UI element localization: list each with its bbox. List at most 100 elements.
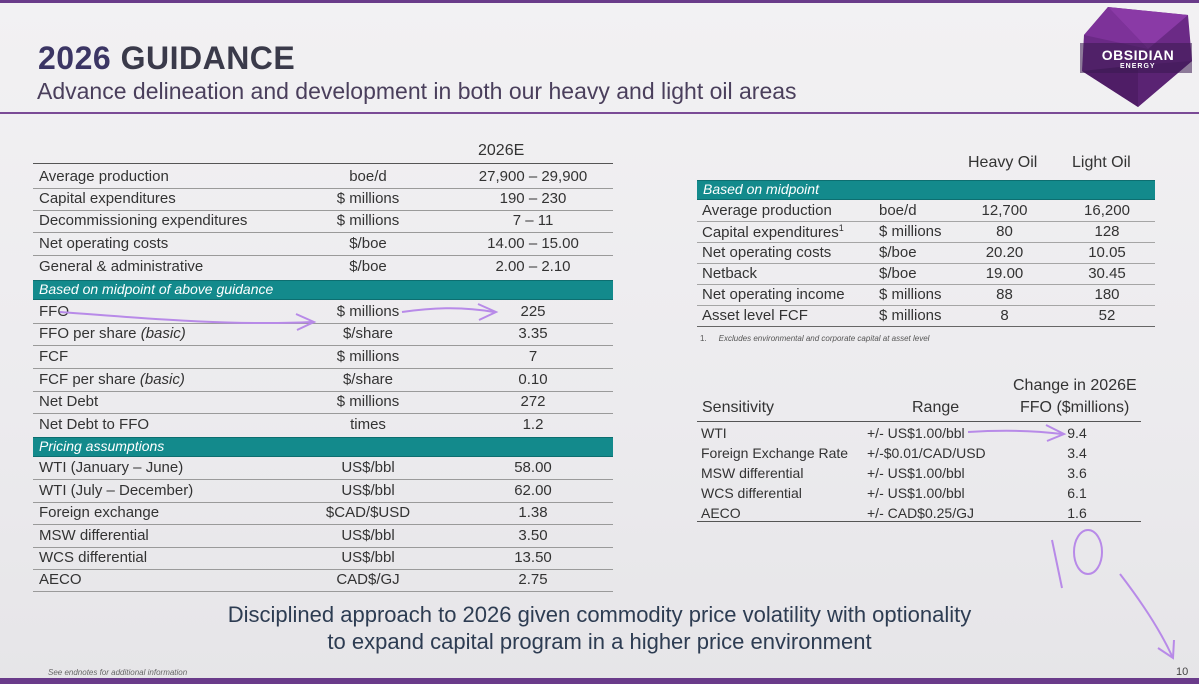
change-header-line2: FFO ($millions): [1020, 399, 1130, 416]
band-label: Based on midpoint of above guidance: [39, 281, 274, 297]
row-label: WTI: [701, 425, 727, 441]
row-value: 2.75: [518, 571, 548, 588]
row-label-text: FFO: [39, 303, 69, 320]
range-header: Range: [912, 399, 960, 416]
page-number: 10: [1176, 666, 1189, 678]
tagline-line-2: to expand capital program in a higher pr…: [327, 629, 872, 654]
row-label: Netback: [702, 265, 758, 282]
row-value: 27,900 – 29,900: [478, 168, 588, 185]
row-label-text: FFO per share: [39, 325, 137, 342]
row-label: Net Debt to FFO: [39, 416, 149, 433]
header-divider: [0, 112, 1199, 114]
guidance-column-header: 2026E: [478, 142, 525, 159]
asset-row: Net operating costs $/boe 20.20 10.05: [697, 242, 1155, 264]
row-label: FCF per share (basic): [39, 371, 185, 388]
asset-row: Net operating income $ millions 88 180: [697, 284, 1155, 306]
row-label: FFO per share (basic): [39, 325, 186, 342]
heavy-value: 19.00: [985, 265, 1024, 282]
row-label-text: Net Debt: [39, 393, 99, 410]
row-label: FCF: [39, 348, 68, 365]
logo-text: OBSIDIAN: [1101, 47, 1175, 63]
pricing-row: WCS differential US$/bbl 13.50: [33, 547, 613, 570]
guidance-row: FFO $ millions 225: [33, 301, 613, 324]
row-change: 1.6: [1067, 505, 1087, 521]
row-value: 2.00 – 2.10: [495, 258, 571, 275]
row-change: 3.6: [1067, 465, 1087, 481]
row-label: Net operating costs: [39, 235, 169, 252]
asset-row: Capital expenditures1 $ millions 80 128: [697, 221, 1155, 243]
row-label: WTI (July – December): [39, 482, 194, 499]
asset-row: Netback $/boe 19.00 30.45: [697, 263, 1155, 285]
row-unit: US$/bbl: [341, 482, 395, 499]
sensitivity-row: AECO +/- CAD$0.25/GJ 1.6: [697, 503, 1141, 523]
row-unit: US$/bbl: [341, 549, 395, 566]
light-value: 30.45: [1088, 265, 1126, 282]
guidance-row: FCF $ millions 7: [33, 346, 613, 369]
row-value: 3.35: [518, 325, 548, 342]
row-unit: $/boe: [349, 258, 387, 275]
row-label: WCS differential: [701, 485, 802, 501]
row-value: 13.50: [514, 549, 552, 566]
guidance-row: FCF per share (basic) $/share 0.10: [33, 369, 613, 392]
row-unit: $/boe: [349, 235, 387, 252]
guidance-row: General & administrative $/boe 2.00 – 2.…: [33, 256, 613, 278]
tagline-line-1: Disciplined approach to 2026 given commo…: [227, 602, 972, 627]
row-unit: $CAD/$USD: [325, 504, 411, 521]
row-label-suffix: (basic): [140, 325, 186, 342]
light-value: 180: [1094, 286, 1120, 303]
row-label-text: FCF: [39, 348, 69, 365]
light-value: 16,200: [1084, 202, 1130, 219]
row-change: 6.1: [1067, 485, 1087, 501]
heavy-value: 8: [1000, 307, 1009, 324]
pricing-row: Foreign exchange $CAD/$USD 1.38: [33, 502, 613, 525]
row-value: 62.00: [514, 482, 552, 499]
row-label: FFO: [39, 303, 69, 320]
row-value: 1.38: [518, 504, 548, 521]
pricing-band: Pricing assumptions: [33, 437, 613, 457]
row-value: 272: [520, 393, 546, 410]
page-title: 2026 GUIDANCE: [38, 40, 295, 77]
sensitivity-row: MSW differential +/- US$1.00/bbl 3.6: [697, 463, 1141, 483]
light-value: 128: [1094, 223, 1120, 240]
row-unit: boe/d: [349, 168, 387, 185]
top-accent-line: [0, 0, 1199, 3]
row-label: Net operating costs: [702, 244, 832, 261]
band-label: Based on midpoint: [703, 181, 819, 197]
heavy-value: 12,700: [981, 202, 1028, 219]
asset-row: Asset level FCF $ millions 8 52: [697, 305, 1155, 327]
row-label-suffix: (basic): [139, 371, 185, 388]
row-label: AECO: [701, 505, 741, 521]
row-range: +/-$0.01/CAD/USD: [867, 445, 986, 461]
row-value: 3.50: [518, 527, 548, 544]
sensitivity-top-rule: [697, 421, 1141, 422]
guidance-row: Net operating costs $/boe 14.00 – 15.00: [33, 233, 613, 256]
row-value: 7 – 11: [512, 212, 554, 229]
row-unit: $ millions: [879, 286, 942, 303]
row-range: +/- US$1.00/bbl: [867, 485, 965, 501]
handwritten-one: [1051, 539, 1063, 589]
row-unit: $ millions: [879, 307, 942, 324]
row-label: WTI (January – June): [39, 459, 184, 476]
logo-subtext: ENERGY: [1120, 63, 1156, 70]
pricing-row: AECO CAD$/GJ 2.75: [33, 569, 613, 592]
row-unit: CAD$/GJ: [336, 571, 400, 588]
row-unit: $/share: [342, 325, 394, 342]
row-label: Asset level FCF: [702, 307, 808, 324]
light-oil-header: Light Oil: [1072, 154, 1131, 171]
row-value: 1.2: [522, 416, 544, 433]
row-unit: $ millions: [336, 393, 400, 410]
asset-footnote: 1. Excludes environmental and corporate c…: [700, 334, 929, 343]
row-unit: $ millions: [336, 212, 400, 229]
row-value: 58.00: [514, 459, 552, 476]
row-label-text: FCF per share: [39, 371, 136, 388]
row-label: Net operating income: [702, 286, 845, 303]
heavy-oil-header: Heavy Oil: [968, 154, 1038, 171]
guidance-row: Net Debt to FFO times 1.2: [33, 414, 613, 436]
light-value: 52: [1098, 307, 1116, 324]
row-value: 14.00 – 15.00: [487, 235, 579, 252]
heavy-value: 88: [996, 286, 1013, 303]
guidance-row: Net Debt $ millions 272: [33, 391, 613, 414]
footnote-number: 1.: [700, 334, 707, 343]
guidance-row: Average production boe/d 27,900 – 29,900: [33, 166, 613, 189]
row-unit: boe/d: [879, 202, 917, 219]
